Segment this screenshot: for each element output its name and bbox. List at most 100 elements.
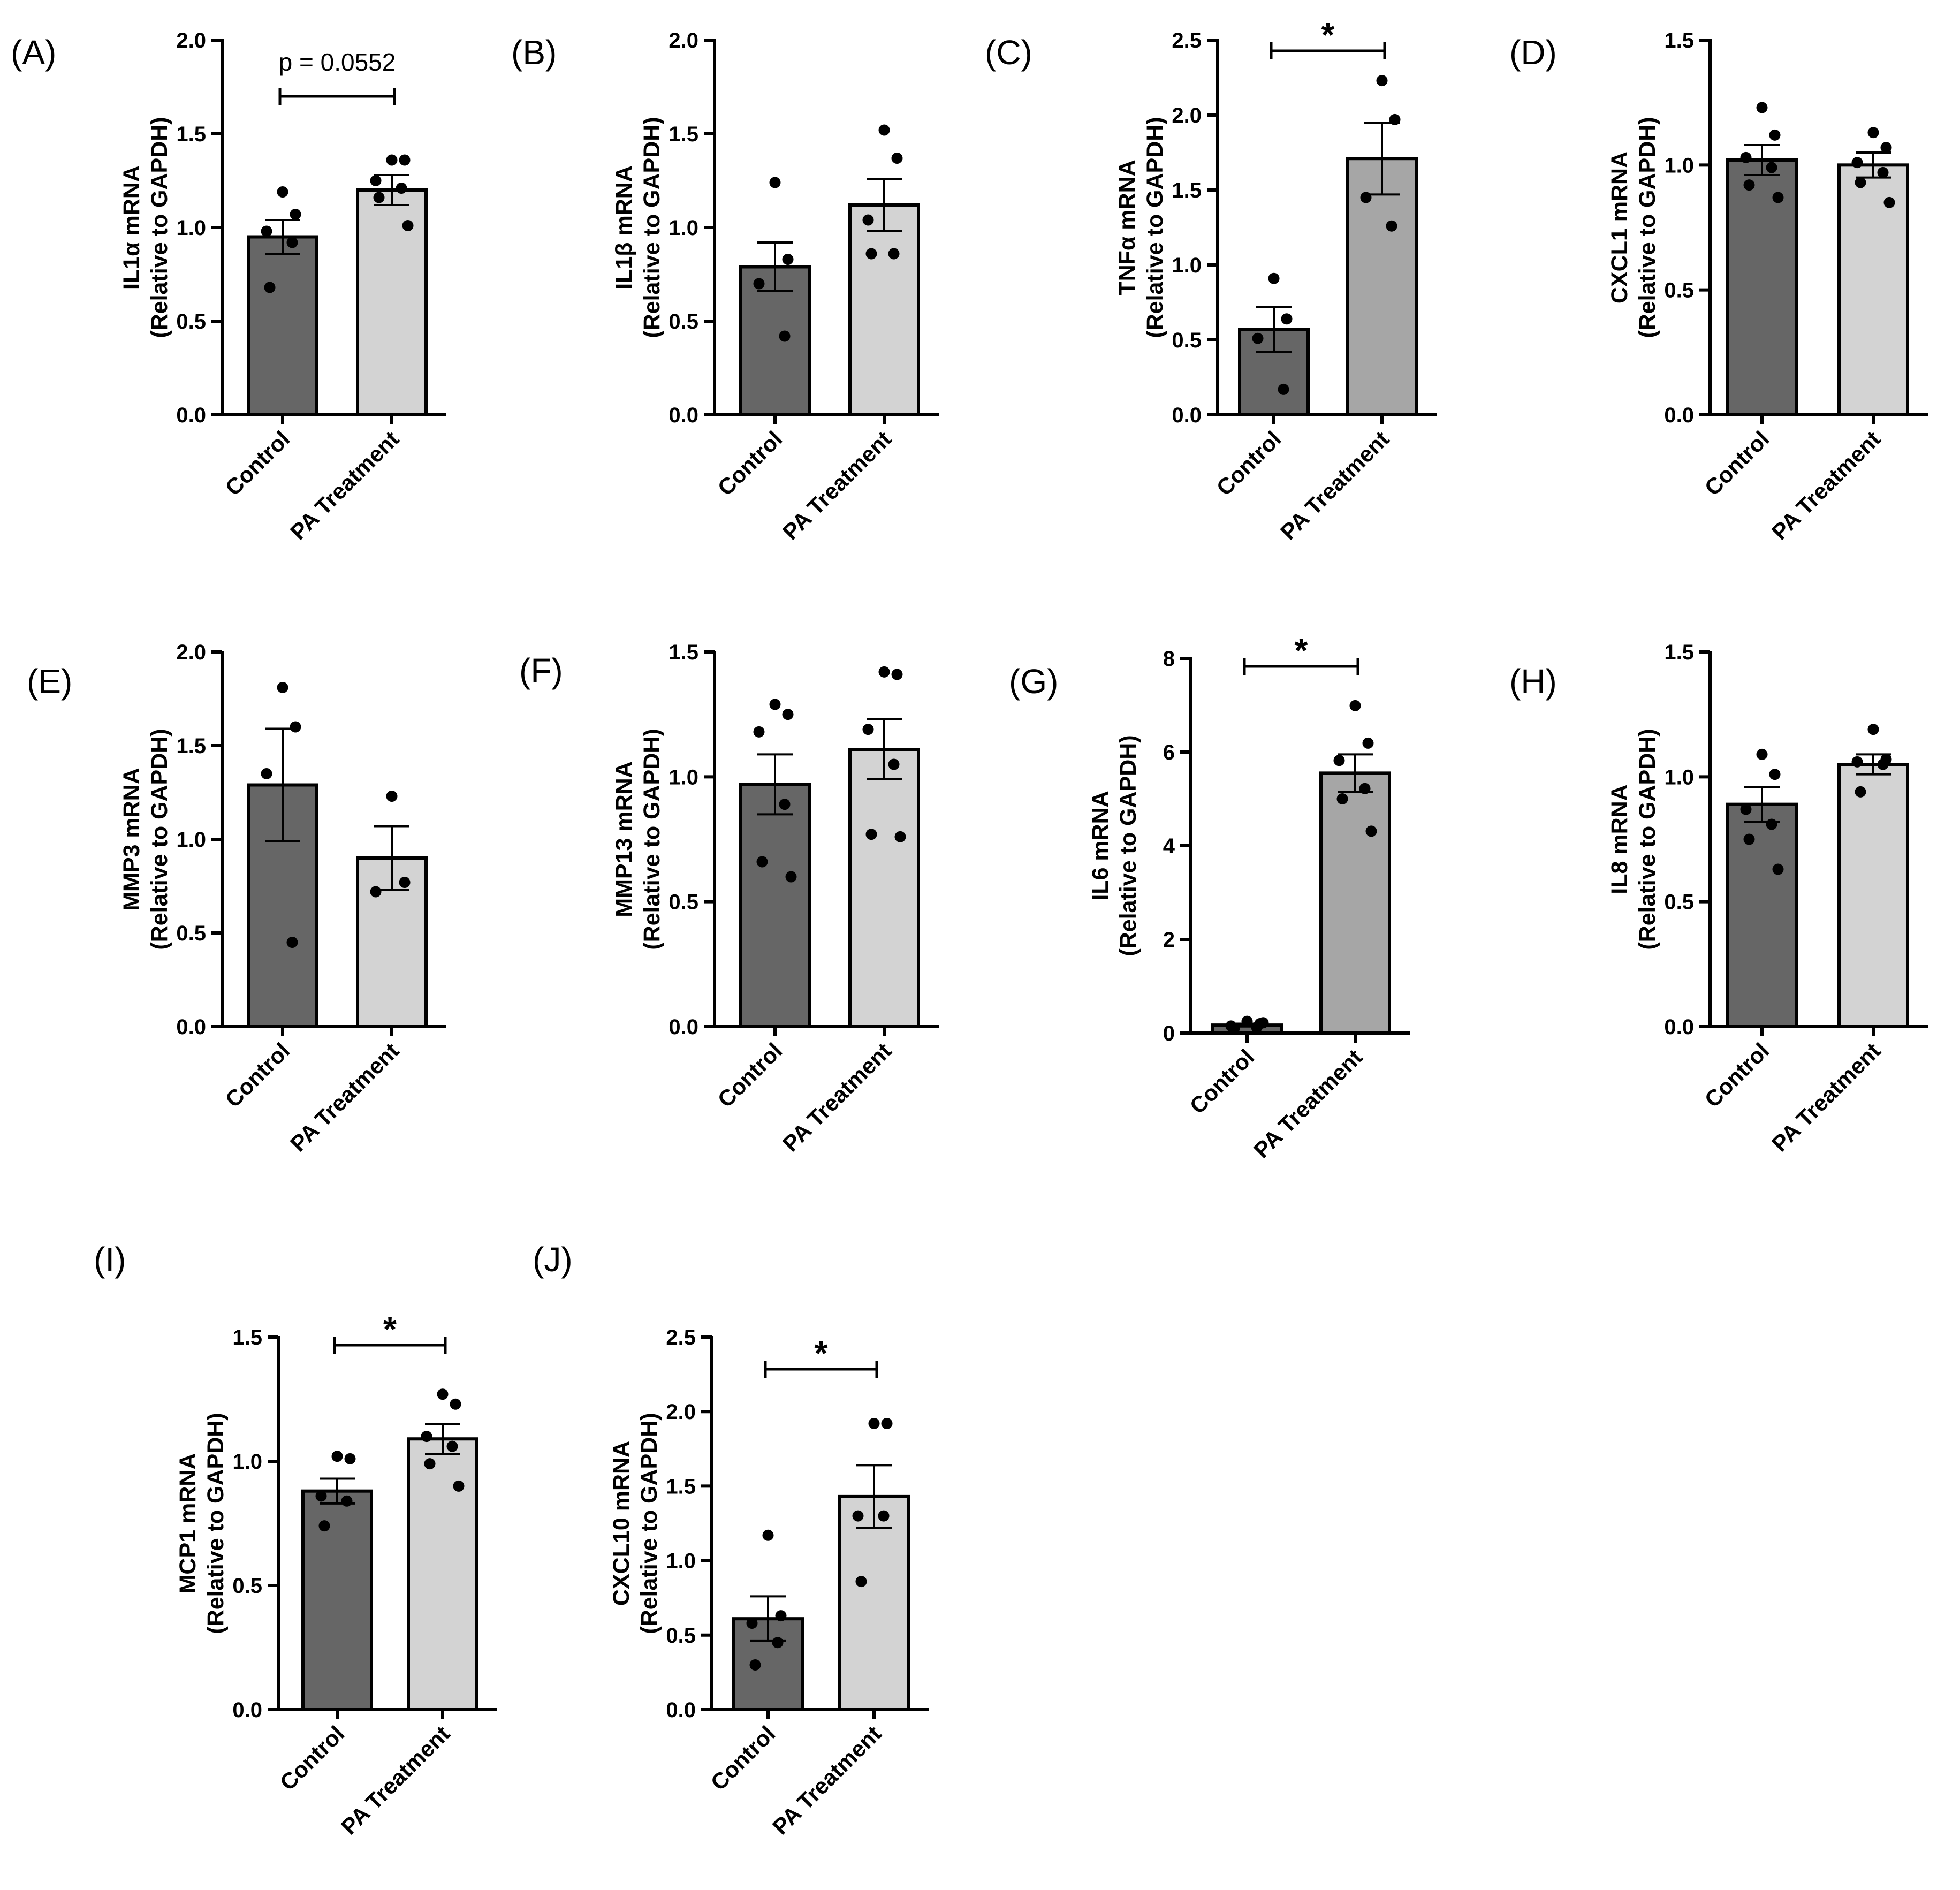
panel-label: (A) xyxy=(11,33,56,72)
y-tick-label: 1.0 xyxy=(1664,765,1694,789)
y-tick-label: 0 xyxy=(1163,1022,1175,1045)
y-tick-label: 6 xyxy=(1163,741,1175,764)
y-axis-title-line2: (Relative to GAPDH) xyxy=(639,728,665,950)
data-point xyxy=(779,330,791,342)
y-tick-label: 1.5 xyxy=(176,734,206,758)
significance-star: * xyxy=(383,1310,397,1348)
data-point xyxy=(450,1398,461,1410)
y-tick-label: 0.5 xyxy=(176,310,206,333)
data-point xyxy=(402,220,414,231)
bar-pa-treatment xyxy=(1837,163,1909,416)
bar-pa-treatment xyxy=(848,748,920,1028)
y-axis-title: CXCL1 mRNA(Relative to GAPDH) xyxy=(1607,117,1660,338)
y-axis-title-line1: IL1β mRNA xyxy=(611,165,637,290)
x-tick-label: PA Treatment xyxy=(336,1721,454,1839)
y-axis-title-line2: (Relative to GAPDH) xyxy=(636,1413,662,1634)
y-tick-label: 0.0 xyxy=(1664,1015,1694,1039)
panel-label: (H) xyxy=(1509,662,1557,701)
data-point xyxy=(862,214,874,226)
y-tick-label: 2.0 xyxy=(1172,104,1202,127)
data-point xyxy=(1228,1022,1240,1034)
y-tick-label: 0.5 xyxy=(1664,279,1694,302)
data-point xyxy=(762,1529,774,1541)
chart-panel-b: (B) 0.0 0.5 1.0 1.5 2.0 IL1β mRNA(Relative to … xyxy=(511,29,939,545)
x-tick-label: PA Treatment xyxy=(1249,1044,1367,1163)
panel-label: (J) xyxy=(533,1240,573,1279)
x-tick-label: PA Treatment xyxy=(1767,1038,1885,1156)
y-tick-label: 0.5 xyxy=(666,1624,696,1648)
data-point xyxy=(1766,818,1777,830)
data-point xyxy=(446,1440,458,1452)
y-tick-label: 0.5 xyxy=(1664,891,1694,914)
data-point xyxy=(881,1417,893,1429)
data-point xyxy=(386,791,398,802)
y-axis-title-line2: (Relative to GAPDH) xyxy=(1635,728,1660,950)
data-point xyxy=(1756,748,1768,760)
data-point xyxy=(894,831,906,842)
data-point xyxy=(1769,129,1781,141)
data-point xyxy=(286,237,298,248)
x-tick-label: Control xyxy=(706,1721,780,1795)
y-axis-title: MMP3 mRNA(Relative to GAPDH) xyxy=(119,728,172,950)
y-axis-title: TNFα mRNA(Relative to GAPDH) xyxy=(1114,117,1168,338)
data-point xyxy=(1877,758,1889,770)
data-point xyxy=(1333,755,1345,766)
chart-panel-e: (E) 0.0 0.5 1.0 1.5 2.0 MMP3 mRNA(Relative to … xyxy=(27,641,446,1157)
y-tick-label: 1.5 xyxy=(668,641,698,664)
y-axis-title-line1: IL8 mRNA xyxy=(1607,784,1632,894)
data-point xyxy=(756,856,768,868)
chart-panel-g: (G) 0 2 4 6 8 IL6 mRNA(Relative to GAPDH) Contr… xyxy=(1009,631,1410,1163)
data-point xyxy=(1389,113,1401,125)
significance-star: * xyxy=(815,1334,828,1372)
data-point xyxy=(1365,825,1377,837)
y-axis-title-line1: CXCL1 mRNA xyxy=(1607,151,1632,303)
y-tick-label: 0.0 xyxy=(1172,404,1202,427)
y-tick-label: 1.0 xyxy=(176,828,206,852)
data-point xyxy=(1851,756,1863,768)
panel-label: (D) xyxy=(1509,33,1557,72)
y-axis-title-line2: (Relative to GAPDH) xyxy=(147,728,172,950)
data-point xyxy=(437,1388,449,1400)
data-point xyxy=(1349,700,1361,711)
data-point xyxy=(1756,102,1768,113)
bar-pa-treatment xyxy=(1837,763,1909,1028)
data-point xyxy=(769,177,781,188)
data-point xyxy=(1772,863,1784,875)
y-tick-label: 1.5 xyxy=(668,123,698,146)
data-point xyxy=(878,1510,890,1522)
y-axis-title-line2: (Relative to GAPDH) xyxy=(1115,735,1141,956)
y-tick-label: 2.0 xyxy=(176,29,206,52)
x-tick-label: PA Treatment xyxy=(768,1721,886,1839)
data-point xyxy=(865,248,877,260)
data-point xyxy=(1867,127,1879,139)
data-point xyxy=(1359,783,1371,794)
data-point xyxy=(1766,162,1777,173)
bar-control xyxy=(301,1489,373,1711)
x-tick-label: Control xyxy=(1185,1044,1259,1119)
chart-panel-j: (J) 0.0 0.5 1.0 1.5 2.0 2.5 CXCL10 mRNA(Relativ… xyxy=(533,1240,929,1840)
y-tick-label: 2.0 xyxy=(668,29,698,52)
data-point xyxy=(1740,803,1752,815)
data-point xyxy=(1880,142,1892,154)
significance-star: * xyxy=(1321,16,1335,54)
x-tick-label: Control xyxy=(713,426,787,500)
x-tick-label: Control xyxy=(221,426,295,500)
bar-pa-treatment xyxy=(1319,771,1391,1035)
y-axis-title-line2: (Relative to GAPDH) xyxy=(639,117,665,338)
x-tick-label: PA Treatment xyxy=(778,426,896,544)
y-axis-title: IL6 mRNA(Relative to GAPDH) xyxy=(1088,735,1141,956)
bar-control xyxy=(1726,802,1798,1028)
chart-panel-c: (C) 0.0 0.5 1.0 1.5 2.0 2.5 TNFα mRNA(Relative … xyxy=(985,16,1437,545)
chart-panel-f: (F) 0.0 0.5 1.0 1.5 MMP13 mRNA(Relative to GA… xyxy=(519,641,939,1157)
x-tick-label: PA Treatment xyxy=(778,1038,896,1156)
data-point xyxy=(370,886,382,898)
y-tick-label: 1.5 xyxy=(666,1475,696,1498)
bar-pa-treatment xyxy=(848,203,920,416)
data-point xyxy=(1883,196,1895,208)
y-axis-title-line1: MMP3 mRNA xyxy=(119,768,145,911)
data-point xyxy=(1360,192,1372,203)
x-tick-label: Control xyxy=(275,1721,350,1795)
data-point xyxy=(1257,1017,1269,1029)
y-tick-label: 0.0 xyxy=(1664,404,1694,427)
